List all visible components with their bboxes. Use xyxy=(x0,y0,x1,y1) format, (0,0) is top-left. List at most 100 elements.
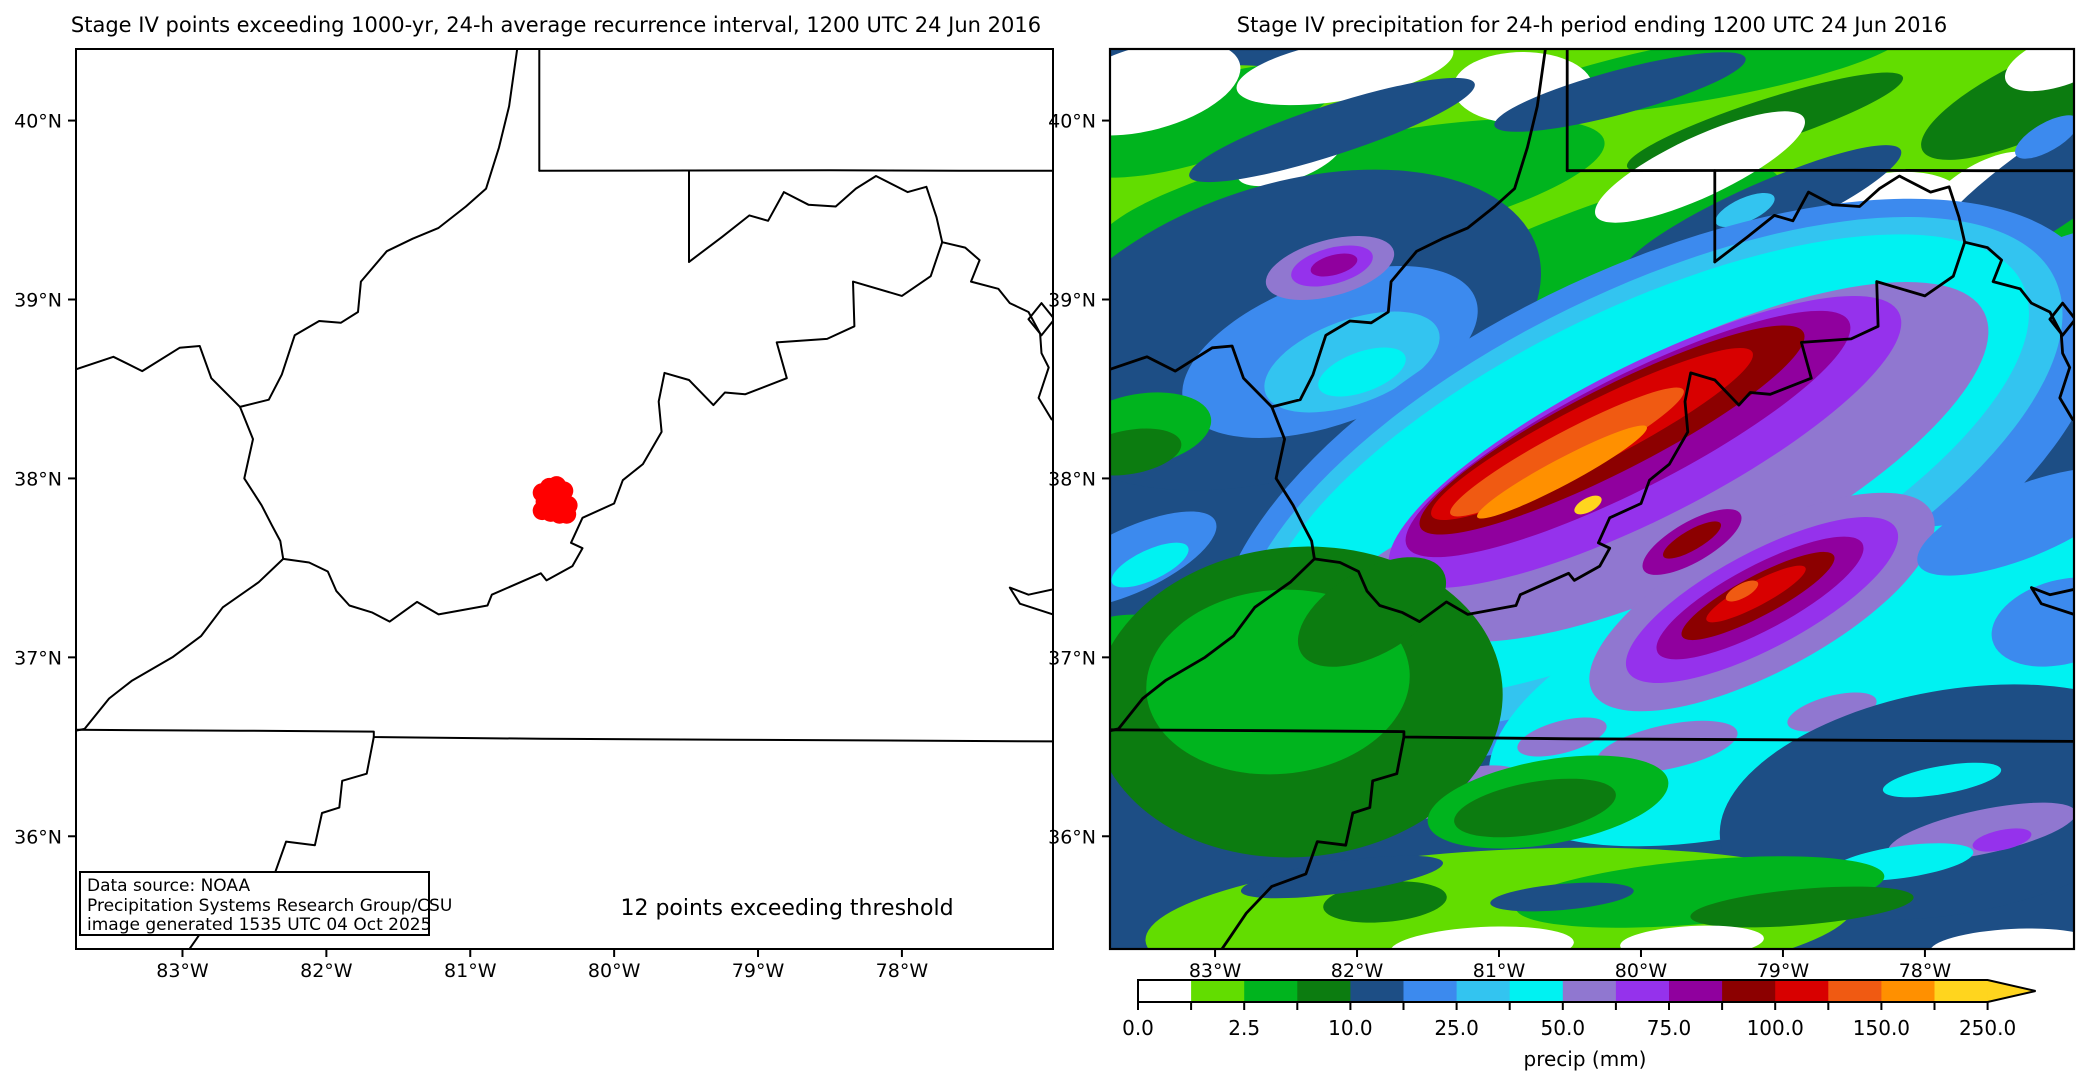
state-border-line xyxy=(1008,586,1053,616)
y-tick-label: 40°N xyxy=(1048,111,1096,133)
colorbar-segment xyxy=(1562,980,1617,1002)
x-tick-label: 79°W xyxy=(732,960,785,982)
state-border-line xyxy=(1220,735,1406,949)
contour-blob xyxy=(1991,577,2074,667)
contour-blob xyxy=(1490,882,1634,912)
x-tick-label: 81°W xyxy=(444,960,497,982)
colorbar-segment xyxy=(1138,980,1192,1002)
contour-blob xyxy=(1310,253,1358,277)
y-tick-label: 40°N xyxy=(14,111,62,133)
colorbar-segment xyxy=(1934,980,1989,1002)
x-tick-label: 80°W xyxy=(588,960,641,982)
colorbar-tick-label: 2.5 xyxy=(1228,1016,1260,1040)
colorbar-tick-label: 250.0 xyxy=(1959,1016,2016,1040)
contour-blob xyxy=(1787,692,1877,732)
contour-blob xyxy=(1882,762,2002,798)
contour-blob xyxy=(1921,49,2074,160)
colorbar-segment xyxy=(1244,980,1298,1002)
credit-line-1: Data source: NOAA xyxy=(87,876,250,896)
colorbar-tick-label: 100.0 xyxy=(1747,1016,1804,1040)
right-panel: Stage IV precipitation for 24-h period e… xyxy=(1048,13,2076,1071)
contour-blob xyxy=(1110,49,1241,136)
contour-blob xyxy=(1725,580,1759,602)
contour-blob xyxy=(1111,542,1189,588)
contour-blob xyxy=(1690,886,1914,928)
contour-blob xyxy=(1318,347,1406,397)
x-tick-label: 79°W xyxy=(1757,960,1810,982)
state-border-line xyxy=(282,241,944,623)
left-panel: Stage IV points exceeding 1000-yr, 24-h … xyxy=(14,13,1054,982)
credit-line-3: image generated 1535 UTC 04 Oct 2025 xyxy=(87,915,431,935)
contour-blob xyxy=(1477,425,1647,519)
state-border-line xyxy=(76,49,519,408)
contour-blob xyxy=(2015,115,2074,159)
contour-blob xyxy=(1972,828,2032,852)
colorbar-segment xyxy=(1350,980,1405,1002)
colorbar-segment xyxy=(1828,980,1882,1002)
contour-blob xyxy=(1390,926,1574,949)
contour-blob xyxy=(1189,77,1475,183)
x-tick-label: 80°W xyxy=(1615,960,1668,982)
contour-blob xyxy=(1662,521,1722,559)
colorbar-tick-label: 50.0 xyxy=(1541,1016,1586,1040)
colorbar-extend-arrow xyxy=(1987,980,2036,1002)
x-tick-label: 82°W xyxy=(300,960,353,982)
contour-blob xyxy=(1323,881,1447,923)
contour-blob xyxy=(1715,192,1775,228)
contour-blob xyxy=(1917,468,2074,576)
credit-box: Data source: NOAA Precipitation Systems … xyxy=(79,871,452,936)
contour-blob xyxy=(1454,778,1616,838)
colorbar-tick-label: 10.0 xyxy=(1328,1016,1373,1040)
state-border-line xyxy=(76,557,285,732)
state-border-line xyxy=(1713,174,2074,421)
y-tick-label: 38°N xyxy=(14,468,62,490)
y-tick-label: 37°N xyxy=(1048,647,1096,669)
state-border-line xyxy=(239,405,285,560)
state-border-line xyxy=(1313,240,1967,623)
right-state-borders xyxy=(1110,49,2074,949)
y-tick-label: 39°N xyxy=(1048,289,1096,311)
colorbar-segment xyxy=(1509,980,1564,1002)
left-panel-title: Stage IV points exceeding 1000-yr, 24-h … xyxy=(71,13,1041,37)
colorbar-tick-label: 25.0 xyxy=(1434,1016,1479,1040)
state-border-line xyxy=(1027,302,1053,337)
colorbar-segment xyxy=(1775,980,1829,1002)
contour-blob xyxy=(1620,925,1764,949)
contour-blob xyxy=(1236,49,1454,106)
right-axes-box xyxy=(1108,47,2076,951)
colorbar: 0.0 2.5 10.0 25.0 50.0 75.0 100.0 150.0 250.0 xyxy=(1122,979,2036,1040)
colorbar-segment xyxy=(1669,980,1723,1002)
contour-blob xyxy=(1517,717,1607,757)
colorbar-tick-label: 0.0 xyxy=(1122,1016,1154,1040)
state-border-line xyxy=(2030,586,2074,616)
x-tick-label: 82°W xyxy=(1331,960,1384,982)
contour-blob xyxy=(1930,928,2074,949)
state-border-line xyxy=(1110,557,1316,733)
colorbar-segment xyxy=(1456,980,1511,1002)
points-count-annotation: 12 points exceeding threshold xyxy=(620,896,953,921)
x-tick-label: 81°W xyxy=(1473,960,1526,982)
contour-blob xyxy=(1595,111,1805,223)
colorbar-segment xyxy=(1297,980,1351,1002)
x-tick-label: 83°W xyxy=(156,960,209,982)
contour-blob xyxy=(1494,52,1746,132)
colorbar-axis-label: precip (mm) xyxy=(1524,1047,1647,1071)
left-axes-box xyxy=(75,48,1054,950)
colorbar-tick-label: 75.0 xyxy=(1647,1016,1692,1040)
credit-box-frame xyxy=(79,871,430,936)
right-axes-ticks: 83°W 82°W 81°W 80°W 79°W 78°W 40°N 39°N 38°N 37°N… xyxy=(1048,111,1951,982)
contour-blob xyxy=(1240,855,1444,899)
y-tick-label: 37°N xyxy=(14,647,62,669)
state-border-line xyxy=(688,175,1053,421)
precip-contours xyxy=(1110,49,2074,949)
colorbar-tick-label: 150.0 xyxy=(1853,1016,1910,1040)
contour-blob xyxy=(2004,49,2074,92)
y-tick-label: 36°N xyxy=(1048,826,1096,848)
contour-blob xyxy=(1574,495,1602,515)
contour-blob xyxy=(1450,387,1684,517)
contour-blob xyxy=(1297,557,1447,667)
right-panel-title: Stage IV precipitation for 24-h period e… xyxy=(1237,13,1947,37)
y-tick-label: 36°N xyxy=(14,826,62,848)
colorbar-frame xyxy=(1137,979,2036,1003)
